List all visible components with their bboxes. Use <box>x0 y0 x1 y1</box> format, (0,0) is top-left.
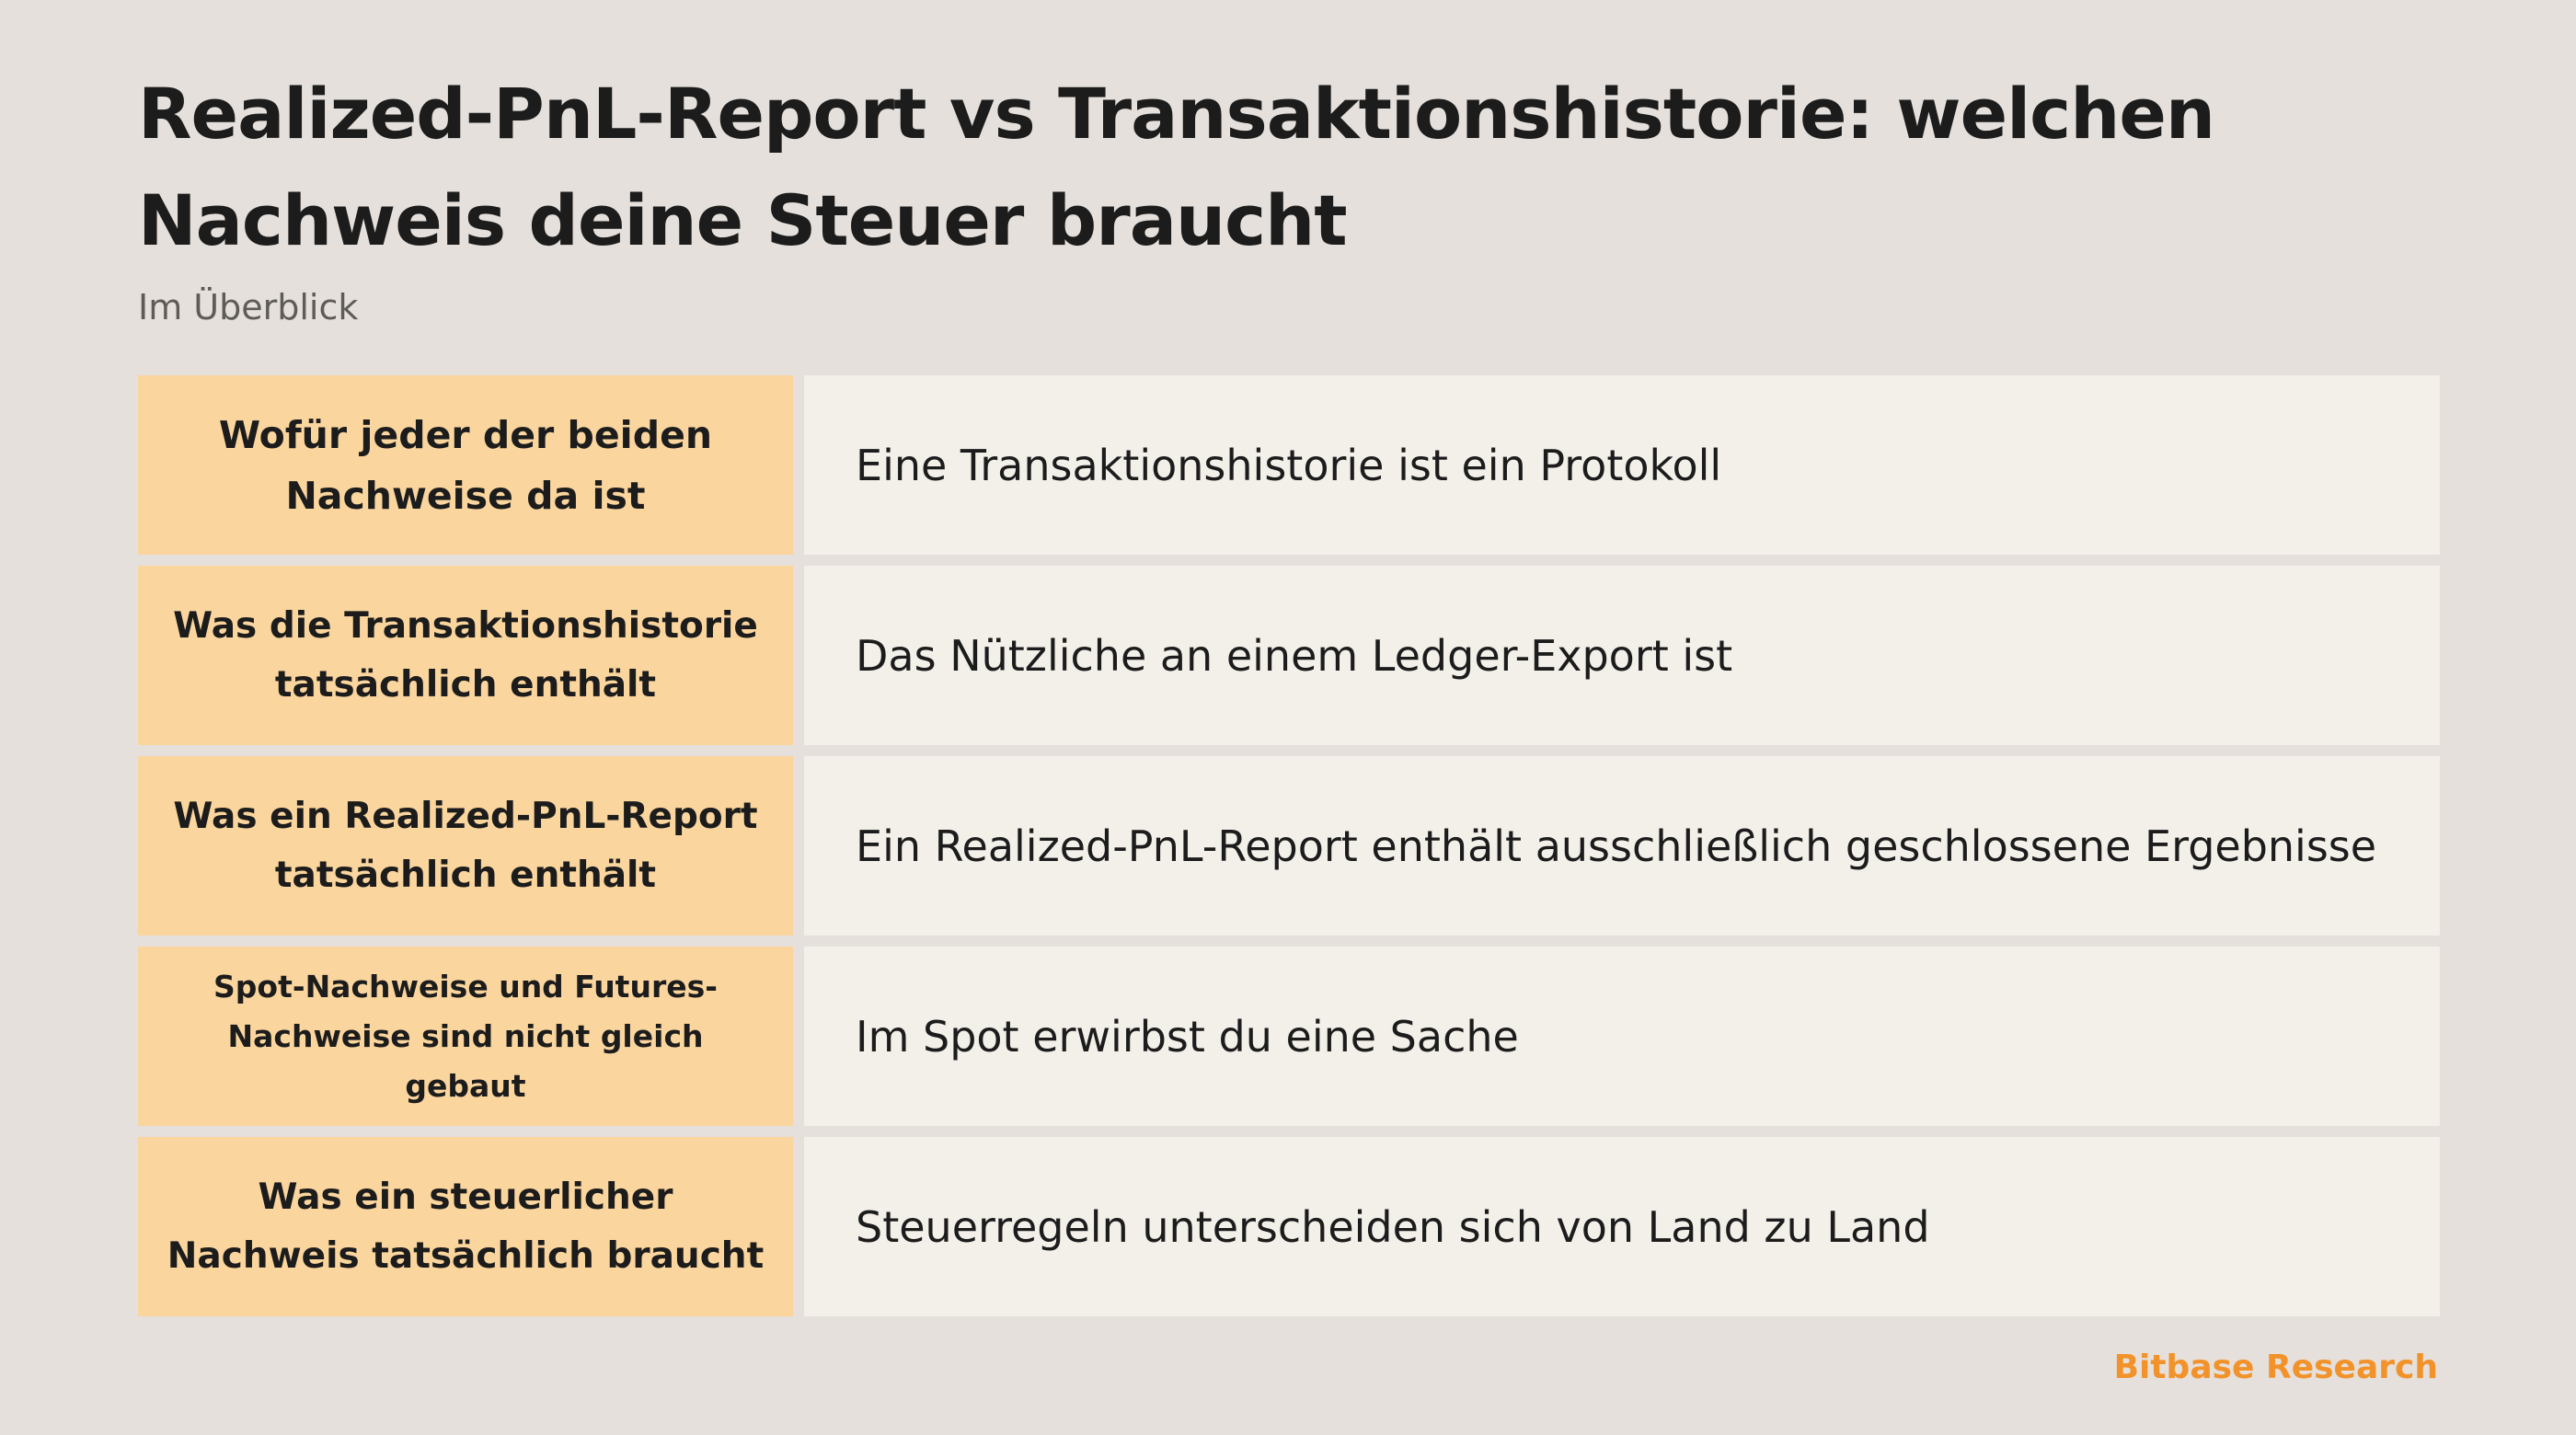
page-title: Realized-PnL-Report vs Transaktionshisto… <box>138 73 2215 261</box>
brand-footer: Bitbase Research <box>2113 1349 2438 1386</box>
row-label: Spot-Nachweise und Futures-Nachweise sin… <box>138 947 793 1126</box>
row-label: Was ein steuerlicher Nachweis tatsächlic… <box>138 1137 793 1316</box>
row-value: Steuerregeln unterscheiden sich von Land… <box>804 1137 2440 1316</box>
table-row: Was die Transaktionshistorie tatsächlich… <box>138 566 2440 745</box>
table-row: Spot-Nachweise und Futures-Nachweise sin… <box>138 947 2440 1126</box>
table-row: Wofür jeder der beiden Nachweise da ist … <box>138 375 2440 555</box>
row-label: Was ein Realized-PnL-Report tatsächlich … <box>138 756 793 936</box>
row-value: Das Nützliche an einem Ledger-Export ist <box>804 566 2440 745</box>
page-subtitle: Im Überblick <box>138 287 359 327</box>
row-value: Ein Realized-PnL-Report enthält ausschli… <box>804 756 2440 936</box>
row-label: Was die Transaktionshistorie tatsächlich… <box>138 566 793 745</box>
comparison-table: Wofür jeder der beiden Nachweise da ist … <box>138 375 2440 1316</box>
table-row: Was ein steuerlicher Nachweis tatsächlic… <box>138 1137 2440 1316</box>
row-value: Im Spot erwirbst du eine Sache <box>804 947 2440 1126</box>
row-value: Eine Transaktionshistorie ist ein Protok… <box>804 375 2440 555</box>
row-label: Wofür jeder der beiden Nachweise da ist <box>138 375 793 555</box>
table-row: Was ein Realized-PnL-Report tatsächlich … <box>138 756 2440 936</box>
